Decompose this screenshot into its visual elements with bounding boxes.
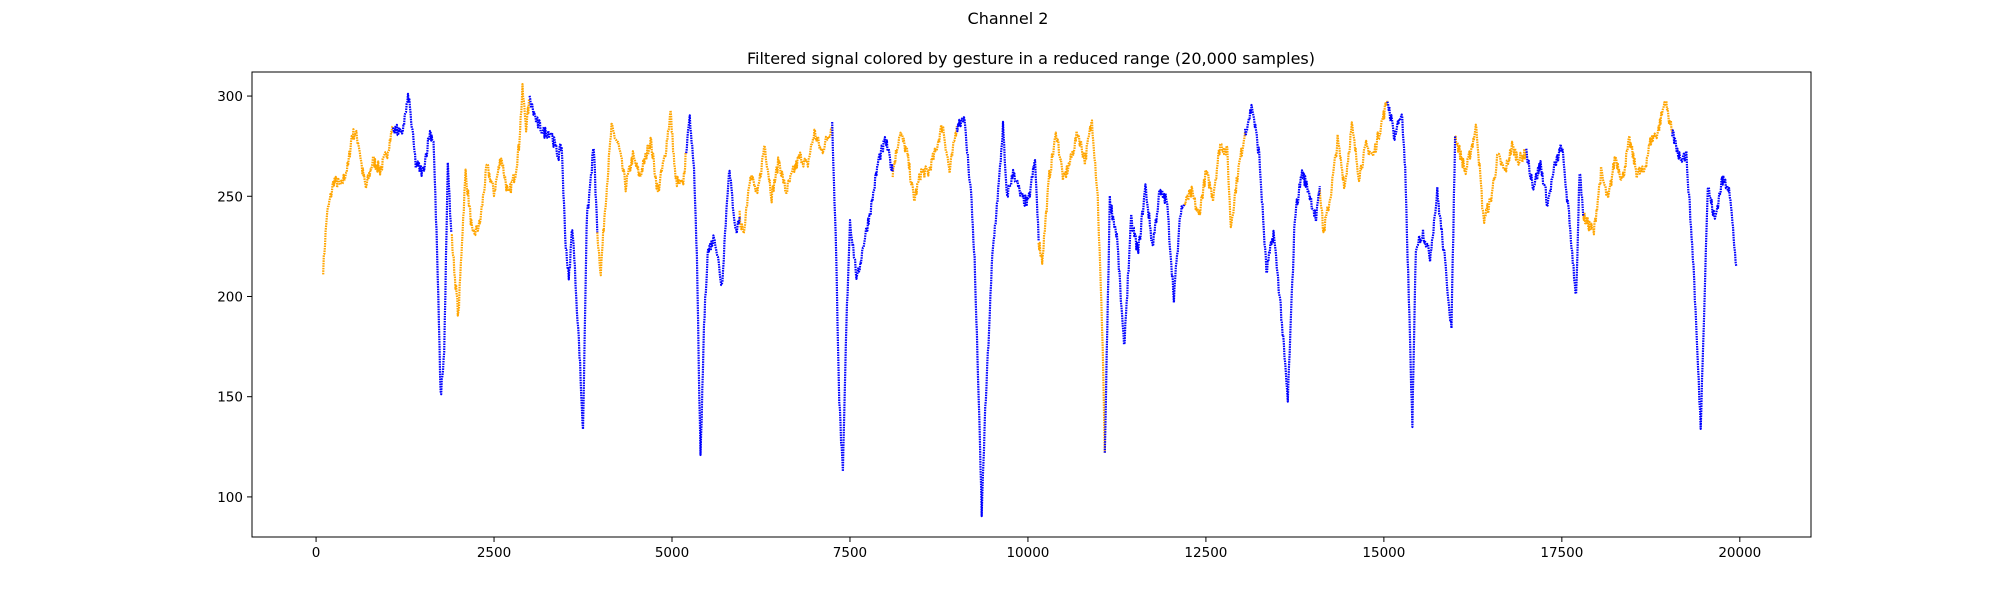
signal-segment — [1582, 99, 1674, 236]
signal-segment — [528, 95, 599, 431]
signal-segment — [1454, 123, 1528, 224]
y-tick-label: 250 — [217, 189, 243, 205]
x-tick-label: 20000 — [1718, 545, 1761, 561]
y-tick-label: 300 — [217, 89, 243, 105]
chart-title: Filtered signal colored by gesture in a … — [747, 49, 1315, 68]
signal-segment — [596, 109, 687, 277]
signal-segment — [1318, 99, 1389, 234]
signal-segment — [685, 114, 741, 457]
x-tick-label: 2500 — [477, 545, 511, 561]
signal-segment — [738, 125, 834, 235]
figure-suptitle: Channel 2 — [968, 9, 1049, 28]
signal-segment — [1671, 129, 1738, 430]
x-tick-label: 7500 — [833, 545, 867, 561]
signal-segment — [891, 124, 958, 202]
signal-segment — [955, 116, 1040, 518]
x-axis: 0 2500 5000 7500 10000 12500 15000 17500 20000 — [312, 537, 1761, 561]
signal-segment — [450, 83, 531, 317]
signal-segment — [831, 121, 894, 473]
x-tick-label: 17500 — [1540, 545, 1583, 561]
signal-segment — [1103, 183, 1186, 453]
y-tick-label: 100 — [217, 490, 243, 506]
signal-segment — [1525, 143, 1585, 295]
y-tick-label: 150 — [217, 390, 243, 406]
y-axis: 100 150 200 250 300 — [217, 89, 252, 506]
signal-segment — [1244, 103, 1321, 403]
y-tick-label: 200 — [217, 289, 243, 305]
signal-segment — [1386, 101, 1457, 429]
plot-area — [322, 83, 1738, 518]
signal-segment — [1037, 119, 1106, 453]
series-1 — [391, 92, 1738, 518]
series-0 — [322, 83, 1674, 453]
x-tick-label: 10000 — [1006, 545, 1049, 561]
signal-segment — [322, 125, 394, 275]
x-tick-label: 5000 — [655, 545, 689, 561]
x-tick-label: 12500 — [1184, 545, 1227, 561]
axes-frame — [251, 71, 1812, 538]
x-tick-label: 0 — [312, 545, 321, 561]
x-tick-label: 15000 — [1362, 545, 1405, 561]
signal-segment — [391, 92, 453, 396]
signal-segment — [1183, 131, 1247, 229]
